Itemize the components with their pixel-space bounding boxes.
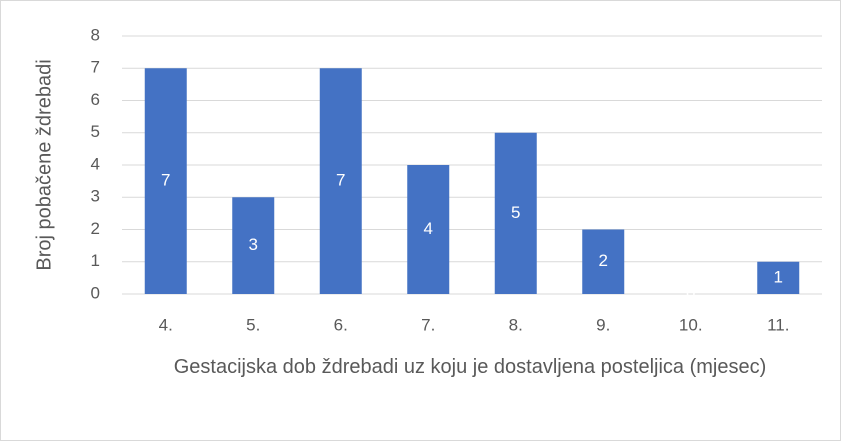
y-tick-label: 8 [91,25,100,44]
x-tick-label: 8. [509,315,523,334]
x-tick-label: 10. [679,315,703,334]
data-label: 7 [161,171,170,190]
x-axis-title: Gestacijska dob ždrebadi uz koju je dost… [173,356,767,378]
x-tick-label: 5. [246,315,260,334]
data-label: 4 [424,219,433,238]
bar [494,132,537,294]
y-tick-label: 3 [91,187,100,206]
y-tick-label: 1 [91,251,100,270]
x-tick-label: 6. [334,315,348,334]
bar [582,229,625,294]
bar [757,261,800,294]
y-tick-label: 7 [91,58,100,77]
y-tick-label: 0 [91,283,100,302]
y-tick-label: 2 [91,219,100,238]
x-tick-label: 9. [596,315,610,334]
y-axis-title: Broj pobačene ždrebadi [33,59,55,270]
data-label: 2 [599,251,608,270]
data-label: 1 [774,267,783,286]
x-tick-label: 7. [421,315,435,334]
bar [319,68,362,294]
y-tick-label: 5 [91,122,100,141]
bar [232,197,275,294]
y-tick-label: 6 [91,90,100,109]
x-tick-label: 11. [767,315,789,334]
bar [407,165,450,294]
bar [144,68,187,294]
data-label: 7 [336,171,345,190]
data-label: 3 [249,235,258,254]
y-tick-label: 4 [91,154,100,173]
data-label: 5 [511,203,520,222]
x-tick-label: 4. [159,315,173,334]
data-label: 0 [686,283,695,302]
